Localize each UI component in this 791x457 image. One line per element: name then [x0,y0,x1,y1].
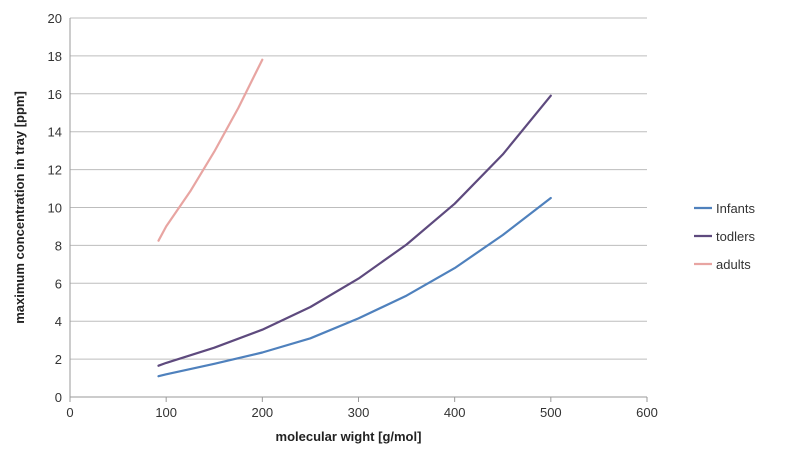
y-tick-label: 4 [55,314,62,329]
legend-label: Infants [716,201,756,216]
y-tick-label: 2 [55,352,62,367]
x-axis-title: molecular wight [g/mol] [276,429,422,444]
series-line-todlers [157,94,552,367]
series [157,58,552,378]
y-tick-label: 12 [48,163,62,178]
x-tick-label: 100 [155,405,177,420]
legend-label: adults [716,257,751,272]
y-tick-label: 8 [55,238,62,253]
y-tick-label: 6 [55,276,62,291]
series-line-adults [157,58,264,242]
legend-item-todlers: todlers [694,229,756,244]
y-tick-label: 10 [48,201,62,216]
y-tick-label: 20 [48,11,62,26]
axes [69,18,648,402]
legend-item-adults: adults [694,257,751,272]
series-line-infants [157,196,552,378]
x-tick-label: 400 [444,405,466,420]
legend-label: todlers [716,229,756,244]
grid [70,17,647,360]
x-tick-label: 300 [348,405,370,420]
x-tick-label: 0 [66,405,73,420]
legend: Infants todlers adults [694,201,756,272]
y-tick-label: 18 [48,49,62,64]
y-tick-label: 16 [48,87,62,102]
x-tick-label: 600 [636,405,658,420]
y-axis-title: maximum concentration in tray [ppm] [12,91,27,324]
legend-item-infants: Infants [694,201,756,216]
y-tick-label: 0 [55,390,62,405]
y-tick-label: 14 [48,125,62,140]
x-tick-label: 500 [540,405,562,420]
x-tick-label: 200 [251,405,273,420]
